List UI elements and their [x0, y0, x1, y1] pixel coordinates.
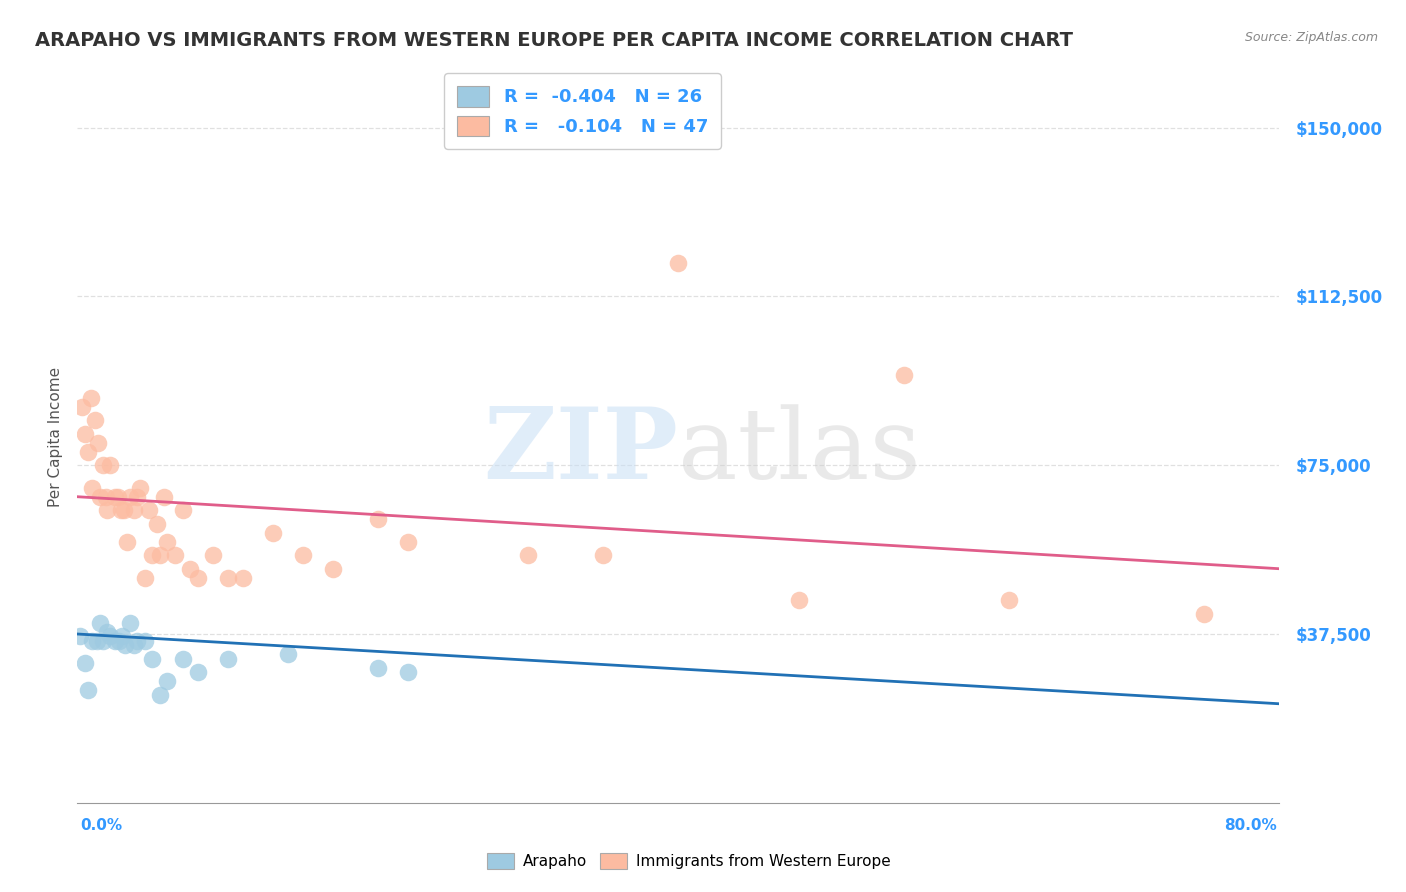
Point [91, 633, 114, 648]
Point [592, 548, 614, 562]
Y-axis label: Per Capita Income: Per Capita Income [48, 367, 63, 508]
Point [893, 368, 915, 383]
Point [153, 490, 176, 504]
Point [186, 665, 209, 680]
Point [108, 633, 131, 648]
Point [86, 633, 108, 648]
Point [104, 490, 127, 504]
Point [91, 458, 114, 473]
Point [156, 534, 179, 549]
Point [141, 652, 163, 666]
Point [89, 490, 111, 504]
Point [217, 571, 239, 585]
Point [129, 481, 152, 495]
Point [163, 548, 186, 562]
Text: Source: ZipAtlas.com: Source: ZipAtlas.com [1244, 31, 1378, 45]
Point [134, 633, 156, 648]
Point [87, 435, 110, 450]
Point [94, 490, 117, 504]
Point [96, 503, 118, 517]
Point [787, 593, 810, 607]
Point [217, 652, 239, 666]
Point [118, 490, 141, 504]
Point [172, 503, 194, 517]
Point [134, 571, 156, 585]
Point [104, 633, 127, 648]
Point [70, 400, 93, 414]
Point [89, 615, 111, 630]
Point [156, 674, 179, 689]
Point [172, 652, 194, 666]
Point [124, 503, 146, 517]
Point [149, 548, 172, 562]
Point [1194, 607, 1216, 621]
Point [201, 548, 224, 562]
Point [76, 683, 98, 698]
Point [73, 426, 96, 441]
Point [179, 562, 201, 576]
Point [69, 629, 91, 643]
Point [262, 525, 284, 540]
Point [277, 647, 299, 661]
Point [146, 516, 169, 531]
Text: ARAPAHO VS IMMIGRANTS FROM WESTERN EUROPE PER CAPITA INCOME CORRELATION CHART: ARAPAHO VS IMMIGRANTS FROM WESTERN EUROP… [35, 31, 1073, 50]
Text: atlas: atlas [679, 404, 921, 500]
Text: ZIP: ZIP [484, 403, 679, 500]
Point [367, 512, 389, 526]
Text: 0.0%: 0.0% [80, 818, 122, 832]
Text: 80.0%: 80.0% [1223, 818, 1277, 832]
Point [186, 571, 209, 585]
Point [100, 629, 122, 643]
Point [111, 629, 134, 643]
Point [517, 548, 540, 562]
Point [127, 490, 149, 504]
Point [141, 548, 163, 562]
Point [82, 633, 104, 648]
Point [118, 615, 141, 630]
Point [73, 657, 96, 671]
Point [396, 665, 419, 680]
Point [96, 624, 118, 639]
Point [114, 638, 136, 652]
Point [396, 534, 419, 549]
Point [115, 534, 138, 549]
Point [110, 503, 132, 517]
Point [367, 661, 389, 675]
Point [998, 593, 1021, 607]
Point [232, 571, 254, 585]
Point [322, 562, 344, 576]
Legend: Arapaho, Immigrants from Western Europe: Arapaho, Immigrants from Western Europe [481, 847, 897, 875]
Point [291, 548, 314, 562]
Point [668, 255, 690, 269]
Point [112, 503, 135, 517]
Point [80, 391, 103, 405]
Point [149, 688, 172, 702]
Legend: R =  -0.404   N = 26, R =   -0.104   N = 47: R = -0.404 N = 26, R = -0.104 N = 47 [444, 73, 720, 149]
Point [82, 481, 104, 495]
Point [124, 638, 146, 652]
Point [127, 633, 149, 648]
Point [84, 413, 107, 427]
Point [100, 458, 122, 473]
Point [76, 444, 98, 458]
Point [138, 503, 160, 517]
Point [107, 490, 129, 504]
